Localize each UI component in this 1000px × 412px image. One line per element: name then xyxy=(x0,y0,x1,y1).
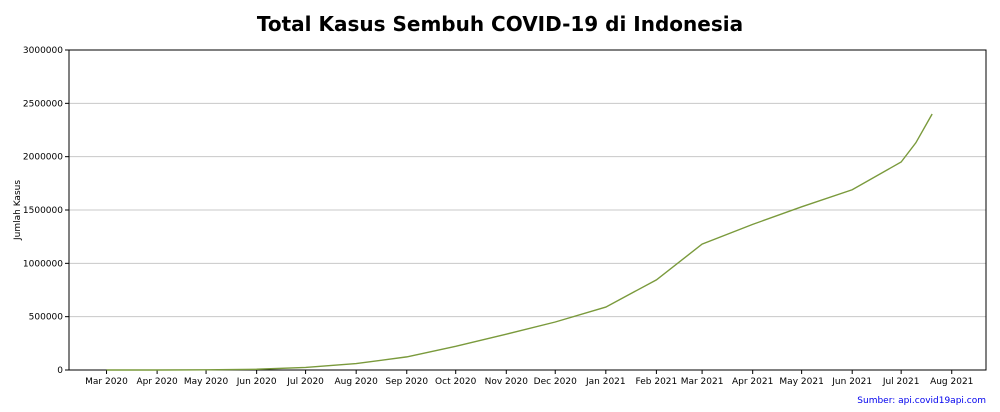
x-tick-label: Oct 2020 xyxy=(435,377,477,387)
x-tick-label: Apr 2020 xyxy=(136,377,178,387)
x-tick-label: Jul 2021 xyxy=(882,377,920,387)
y-tick-label: 2500000 xyxy=(23,99,63,109)
x-tick-label: Feb 2021 xyxy=(636,377,678,387)
chart-title: Total Kasus Sembuh COVID-19 di Indonesia xyxy=(256,12,744,36)
y-tick-label: 2000000 xyxy=(23,153,63,163)
x-tick-label: May 2021 xyxy=(779,377,823,387)
x-tick-label: May 2020 xyxy=(184,377,229,387)
grid-lines xyxy=(69,102,986,318)
x-tick-label: Jan 2021 xyxy=(585,377,626,387)
y-tick-label: 3000000 xyxy=(23,46,63,56)
x-tick-label: Jul 2020 xyxy=(286,377,324,387)
y-tick-label: 1000000 xyxy=(23,259,63,269)
y-axis-label: Jumlah Kasus xyxy=(13,180,23,241)
y-tick-label: 0 xyxy=(57,366,63,376)
source-note: Sumber: api.covid19api.com xyxy=(857,396,986,406)
x-tick-label: Jun 2020 xyxy=(236,377,277,387)
series-line xyxy=(106,113,933,371)
x-tick-label: Dec 2020 xyxy=(534,377,577,387)
x-tick-label: Mar 2021 xyxy=(681,377,724,387)
x-tick-label: Mar 2020 xyxy=(85,377,128,387)
x-tick-label: Sep 2020 xyxy=(385,377,428,387)
x-tick-label: Apr 2021 xyxy=(732,377,773,387)
x-tick-label: Aug 2021 xyxy=(930,377,973,387)
x-axis-ticks: Mar 2020 Apr 2020 May 2020 Jun 2020 Jul 2020… xyxy=(85,370,973,387)
x-tick-label: Nov 2020 xyxy=(485,377,529,387)
y-axis-ticks: 0 500000 1000000 1500000 2000000 2500000 30000… xyxy=(23,46,69,376)
y-tick-label: 1500000 xyxy=(23,206,63,216)
y-tick-label: 500000 xyxy=(29,313,64,323)
x-tick-label: Aug 2020 xyxy=(335,377,379,387)
x-tick-label: Jun 2021 xyxy=(831,377,872,387)
